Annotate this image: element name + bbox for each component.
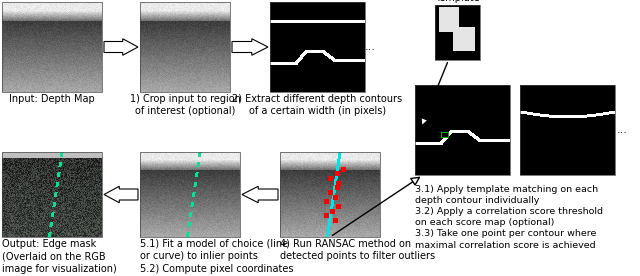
FancyArrow shape: [104, 39, 138, 55]
Text: 1) Crop input to region
of interest (optional): 1) Crop input to region of interest (opt…: [129, 94, 241, 116]
Bar: [2, 2, 102, 92]
Bar: [2, 152, 102, 237]
Bar: [140, 152, 240, 237]
Bar: [435, 5, 480, 60]
FancyArrow shape: [232, 39, 268, 55]
Text: 4) Run RANSAC method on
detected points to filter outliers: 4) Run RANSAC method on detected points …: [280, 239, 435, 261]
Text: Input:
Template: Input: Template: [435, 0, 480, 3]
Bar: [280, 152, 380, 237]
Text: 5.1) Fit a model of choice (line
or curve) to inlier points
5.2) Compute pixel c: 5.1) Fit a model of choice (line or curv…: [140, 239, 294, 276]
Text: 2) Extract different depth contours
of a certain width (in pixels): 2) Extract different depth contours of a…: [232, 94, 403, 116]
Bar: [140, 2, 230, 92]
Bar: [415, 85, 510, 175]
Bar: [520, 85, 615, 175]
Bar: [270, 2, 365, 92]
Text: Output: Edge mask
(Overlaid on the RGB
image for visualization): Output: Edge mask (Overlaid on the RGB i…: [2, 239, 116, 274]
Text: 3.1) Apply template matching on each
depth contour individually
3.2) Apply a cor: 3.1) Apply template matching on each dep…: [415, 185, 603, 250]
FancyArrow shape: [104, 186, 138, 203]
FancyArrow shape: [242, 186, 278, 203]
Text: ...: ...: [365, 42, 376, 52]
Text: Input: Depth Map: Input: Depth Map: [9, 94, 95, 104]
Text: ...: ...: [616, 125, 627, 135]
